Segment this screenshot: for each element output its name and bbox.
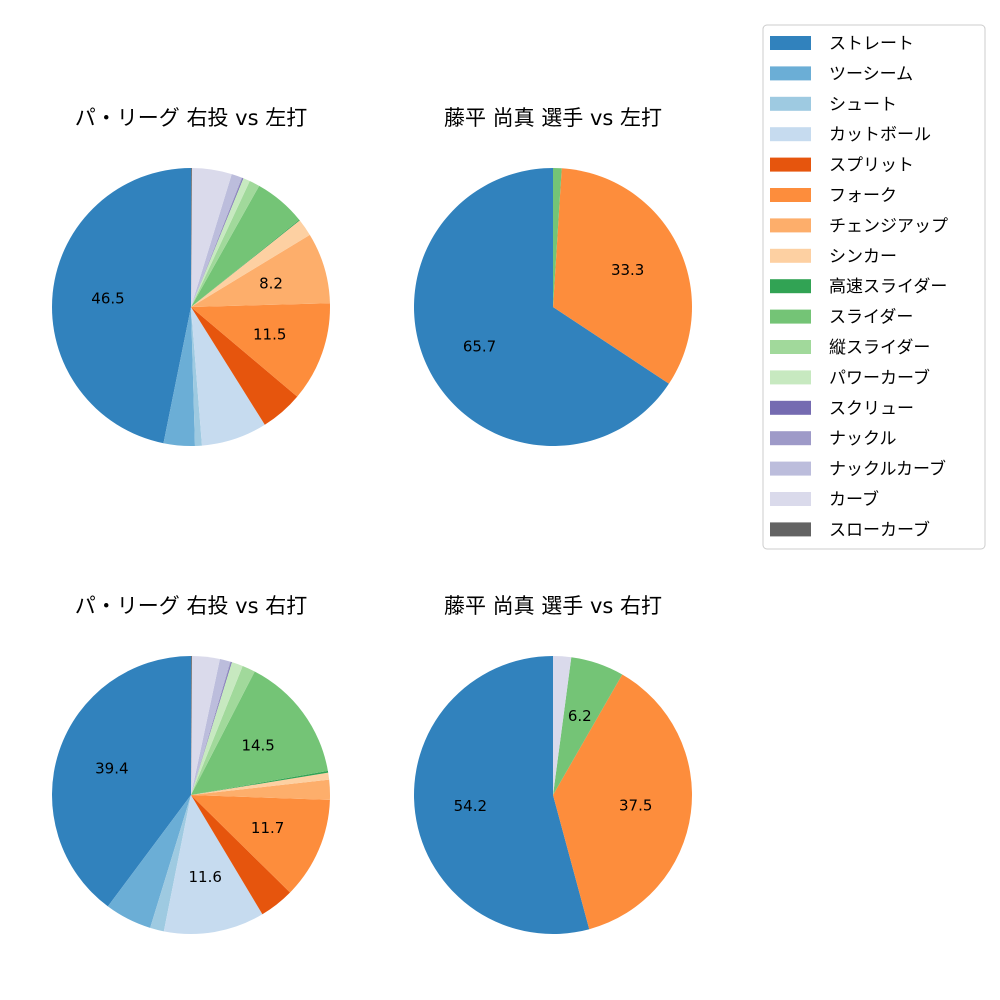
legend-label-4: カットボール: [829, 125, 931, 145]
pie-2-value-label-1: 65.7: [463, 337, 496, 355]
legend-label-1: ストレート: [829, 34, 914, 54]
pie-3-slice-5: [191, 795, 291, 915]
pie-3-value-label-1: 39.4: [95, 760, 128, 778]
pie-3-value-label-10: 14.5: [241, 737, 274, 755]
pie-3-slice-11: [191, 665, 255, 795]
pie-1-slice-5: [191, 307, 298, 425]
legend-frame: [762, 24, 986, 550]
pie-2-slice-3: [553, 168, 562, 307]
pie-4-slice-3: [553, 657, 623, 795]
legend-swatch-3: [770, 96, 811, 111]
pie-2-slice-2: [553, 168, 693, 384]
pie-1-slice-7: [191, 234, 330, 307]
legend-label-9: 高速スライダー: [829, 277, 947, 297]
legend-label-3: シュート: [829, 95, 897, 115]
legend-swatch-7: [770, 218, 811, 233]
legend-label-6: フォーク: [829, 186, 897, 206]
pie-1-slice-9: [191, 219, 300, 307]
legend-label-2: ツーシーム: [829, 64, 913, 84]
legend-swatch-16: [770, 492, 811, 506]
legend-label-11: 縦スライダー: [829, 338, 930, 358]
pie-3-slice-10: [191, 671, 328, 795]
legend-swatch-1: [770, 36, 811, 50]
pie-3-slice-9: [191, 770, 329, 795]
pie-1-slice-8: [191, 220, 310, 307]
pie-1-slice-13: [191, 177, 244, 307]
legend-swatch-6: [770, 188, 811, 202]
pie-3-slice-8: [191, 772, 330, 795]
legend-label-5: スプリット: [829, 156, 914, 176]
legend-label-8: シンカー: [829, 247, 897, 267]
legend-swatch-8: [770, 248, 811, 263]
legend-swatch-13: [770, 400, 811, 415]
pie-3-slice-2: [107, 795, 191, 928]
legend-swatch-9: [770, 279, 811, 294]
pie-1-value-label-1: 46.5: [91, 290, 124, 308]
pie-1-slice-2: [163, 307, 195, 447]
pie-2-slice-1: [413, 167, 669, 447]
legend-swatch-4: [770, 127, 811, 142]
legend-swatch-17: [770, 522, 811, 537]
legend-swatch-12: [770, 370, 811, 385]
pie-3-value-label-6: 11.7: [251, 819, 284, 837]
pie-1-value-label-7: 8.2: [259, 274, 283, 292]
pie-1-value-label-6: 11.5: [253, 326, 286, 344]
legend-label-13: スクリュー: [829, 399, 914, 419]
pie-1-slice-17: [191, 168, 192, 307]
legend-label-15: ナックルカーブ: [829, 459, 946, 480]
pie-1-slice-10: [191, 185, 300, 307]
pie-1-slice-1: [51, 168, 192, 444]
pie-1-slice-11: [191, 181, 260, 307]
pie-1-slice-12: [191, 178, 250, 307]
pie-4-value-label-2: 37.5: [619, 797, 652, 815]
pie-1-slice-4: [191, 307, 265, 446]
legend-label-14: ナックル: [829, 429, 897, 449]
pie-3-slice-6: [191, 795, 330, 893]
legend-swatch-11: [770, 340, 811, 354]
pie-title-1: パ・リーグ 右投 vs 左打: [75, 106, 307, 130]
pie-title-3: パ・リーグ 右投 vs 右打: [75, 594, 307, 618]
pie-1-slice-16: [191, 168, 232, 307]
legend-label-10: スライダー: [829, 308, 913, 328]
pie-left-batters-pitcher: 65.7 33.3: [413, 167, 693, 447]
pie-3-slice-14: [191, 661, 232, 795]
pie-1-slice-6: [191, 303, 330, 397]
pie-4-value-label-3: 6.2: [568, 707, 592, 725]
pie-4-value-label-1: 54.2: [454, 797, 487, 815]
pie-1-slice-15: [191, 174, 242, 307]
pie-3-slice-3: [150, 795, 191, 932]
pie-right-batters-league: 39.4 11.6 11.7 14.5: [51, 656, 330, 934]
pie-1-slice-3: [191, 307, 202, 446]
pie-3-slice-16: [191, 656, 220, 795]
pie-3-slice-4: [163, 795, 263, 934]
legend-label-17: スローカーブ: [829, 519, 930, 540]
pie-4-slice-2: [553, 674, 692, 930]
pie-3-slice-17: [191, 656, 192, 795]
pie-3-value-label-4: 11.6: [189, 868, 222, 886]
legend-label-12: パワーカーブ: [829, 367, 930, 388]
pie-4-slice-1: [413, 656, 590, 934]
pie-right-batters-pitcher: 54.2 37.5 6.2: [413, 656, 692, 934]
legend: ストレートツーシームシュートカットボールスプリットフォークチェンジアップシンカー…: [762, 24, 986, 550]
pie-3-slice-15: [191, 659, 231, 795]
legend-swatch-14: [770, 431, 811, 446]
legend-label-7: チェンジアップ: [829, 216, 948, 236]
legend-label-16: カーブ: [829, 489, 879, 510]
pie-3-slice-7: [191, 779, 330, 800]
pie-4-slice-4: [553, 656, 572, 795]
pie-3-slice-13: [191, 661, 232, 795]
pie-1-slice-14: [191, 177, 243, 307]
legend-swatch-15: [770, 461, 811, 476]
pie-left-batters-league: 46.5 11.5 8.2: [51, 168, 330, 447]
pie-title-2: 藤平 尚真 選手 vs 左打: [444, 106, 662, 130]
pie-3-slice-1: [51, 656, 191, 907]
pie-2-value-label-2: 33.3: [611, 261, 644, 279]
pie-title-4: 藤平 尚真 選手 vs 右打: [444, 594, 662, 618]
legend-swatch-10: [770, 309, 811, 324]
pie-3-slice-12: [191, 662, 243, 795]
legend-swatch-5: [770, 157, 811, 172]
legend-swatch-2: [770, 66, 811, 81]
